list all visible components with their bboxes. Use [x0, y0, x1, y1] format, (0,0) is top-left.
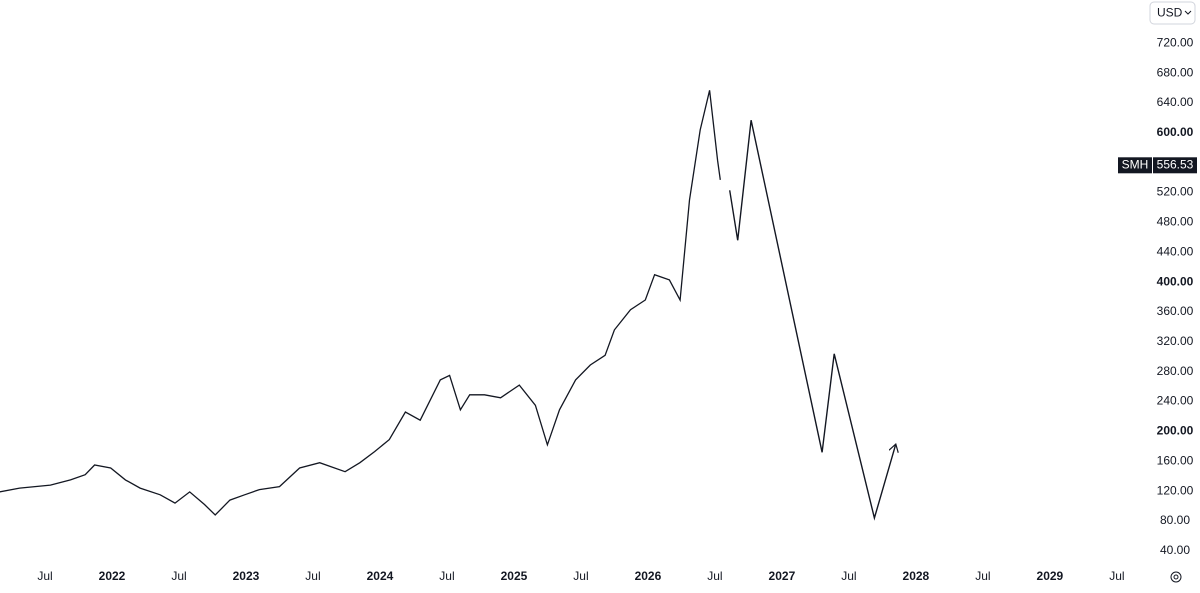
- y-tick-label: 440.00: [1157, 244, 1194, 258]
- y-tick-label: 480.00: [1157, 215, 1194, 229]
- y-tick-label: 320.00: [1157, 334, 1194, 348]
- projection-line: [729, 120, 896, 521]
- x-tick-label: 2029: [1037, 569, 1064, 583]
- settings-icon[interactable]: [1170, 571, 1182, 583]
- x-tick-label: Jul: [439, 569, 454, 583]
- x-tick-label: Jul: [573, 569, 588, 583]
- y-tick-label: 160.00: [1157, 453, 1194, 467]
- currency-chevron: [1184, 10, 1192, 15]
- y-tick-label: 720.00: [1157, 35, 1194, 49]
- y-tick-label: 280.00: [1157, 364, 1194, 378]
- x-tick-label: 2022: [99, 569, 126, 583]
- price-tag-value-bg: [1153, 157, 1197, 174]
- y-tick-label: 360.00: [1157, 304, 1194, 318]
- x-tick-label: 2028: [903, 569, 930, 583]
- y-tick-label: 600.00: [1157, 125, 1194, 139]
- y-tick-label: 200.00: [1157, 424, 1194, 438]
- currency-label: USD: [1157, 6, 1183, 20]
- x-tick-label: Jul: [37, 569, 52, 583]
- x-tick-label: 2024: [367, 569, 394, 583]
- x-tick-label: 2026: [635, 569, 662, 583]
- y-tick-label: 680.00: [1157, 65, 1194, 79]
- x-tick-label: 2023: [233, 569, 260, 583]
- y-tick-label: 80.00: [1160, 513, 1190, 527]
- price-line: [0, 90, 721, 516]
- x-tick-label: Jul: [975, 569, 990, 583]
- y-tick-label: 400.00: [1157, 274, 1194, 288]
- x-tick-label: Jul: [1109, 569, 1124, 583]
- y-tick-label: 240.00: [1157, 394, 1194, 408]
- x-tick-label: 2027: [769, 569, 796, 583]
- x-tick-label: Jul: [171, 569, 186, 583]
- price-tag-value: 556.53: [1157, 157, 1194, 171]
- y-tick-label: 520.00: [1157, 185, 1194, 199]
- x-tick-label: 2025: [501, 569, 528, 583]
- currency-select[interactable]: [1149, 1, 1196, 25]
- x-tick-label: Jul: [707, 569, 722, 583]
- y-tick-label: 40.00: [1160, 543, 1190, 557]
- price-tag-name: SMH: [1122, 157, 1149, 171]
- price-tag-name-bg: [1118, 157, 1152, 174]
- x-tick-label: Jul: [305, 569, 320, 583]
- y-tick-label: 120.00: [1157, 483, 1194, 497]
- x-tick-label: Jul: [841, 569, 856, 583]
- y-tick-label: 640.00: [1157, 95, 1194, 109]
